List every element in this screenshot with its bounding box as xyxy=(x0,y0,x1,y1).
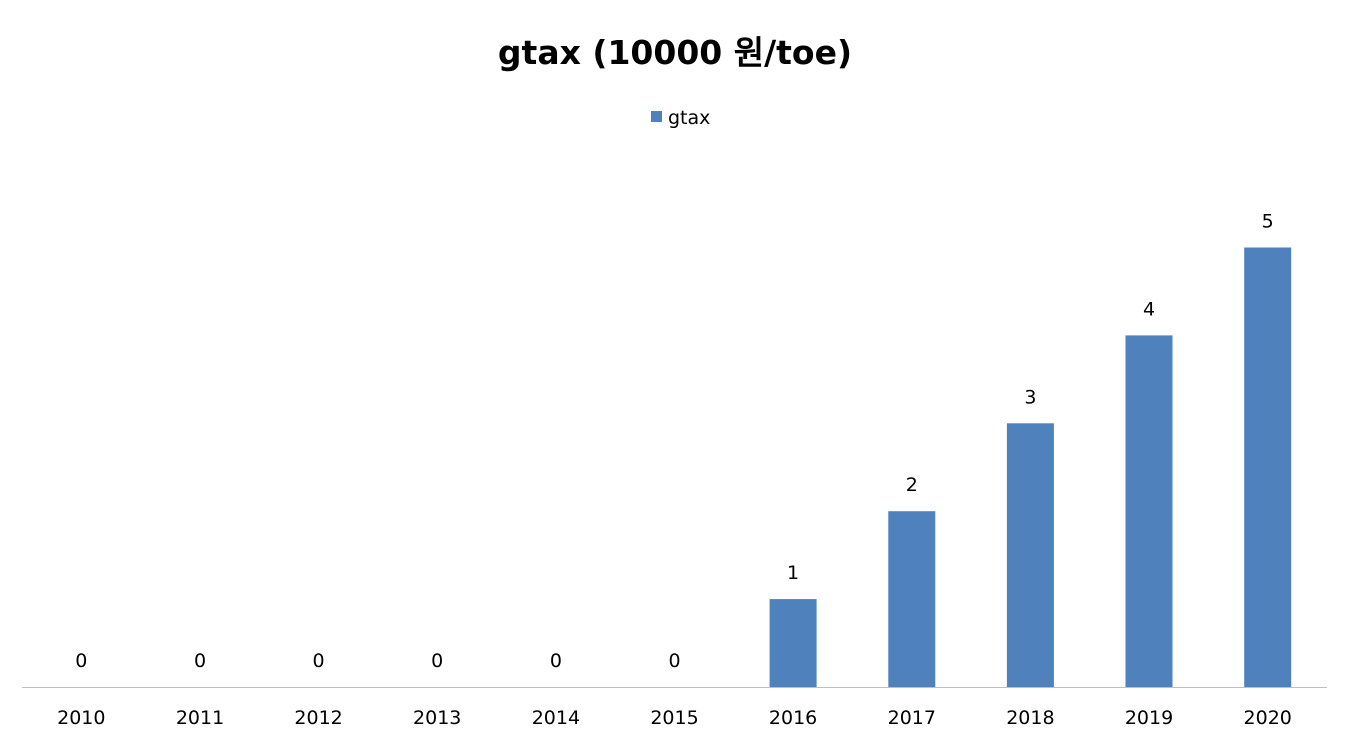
x-tick-2017: 2017 xyxy=(888,707,936,729)
x-tick-2018: 2018 xyxy=(1006,707,1054,729)
x-tick-2019: 2019 xyxy=(1125,707,1173,729)
legend: gtax xyxy=(651,107,710,129)
data-label-2017: 2 xyxy=(906,474,918,496)
x-tick-2011: 2011 xyxy=(176,707,224,729)
chart-title: gtax (10000 원/toe) xyxy=(498,33,852,72)
legend-swatch-gtax xyxy=(651,111,662,122)
bar-2016 xyxy=(769,599,817,687)
data-label-2020: 5 xyxy=(1262,211,1274,233)
data-label-2011: 0 xyxy=(194,650,206,672)
x-tick-labels: 2010 2011 2012 2013 2014 2015 2016 2017 2018 2019… xyxy=(57,707,1292,729)
data-label-2012: 0 xyxy=(313,650,325,672)
x-tick-2013: 2013 xyxy=(413,707,461,729)
data-label-2016: 1 xyxy=(787,562,799,584)
bar-2019 xyxy=(1125,335,1173,687)
bar-2020 xyxy=(1244,247,1292,687)
x-tick-2015: 2015 xyxy=(650,707,698,729)
data-label-2015: 0 xyxy=(668,650,680,672)
x-tick-2014: 2014 xyxy=(532,707,580,729)
data-labels: 0 0 0 0 0 0 1 2 3 4 5 xyxy=(75,211,1273,673)
bars-layer xyxy=(769,247,1292,687)
x-tick-2016: 2016 xyxy=(769,707,817,729)
data-label-2013: 0 xyxy=(431,650,443,672)
x-tick-2012: 2012 xyxy=(294,707,342,729)
data-label-2010: 0 xyxy=(75,650,87,672)
x-tick-2020: 2020 xyxy=(1244,707,1292,729)
data-label-2018: 3 xyxy=(1024,386,1036,408)
bar-2018 xyxy=(1006,423,1054,687)
bar-2017 xyxy=(888,511,936,687)
data-label-2019: 4 xyxy=(1143,298,1155,320)
x-tick-2010: 2010 xyxy=(57,707,105,729)
legend-label-gtax: gtax xyxy=(668,107,710,129)
data-label-2014: 0 xyxy=(550,650,562,672)
